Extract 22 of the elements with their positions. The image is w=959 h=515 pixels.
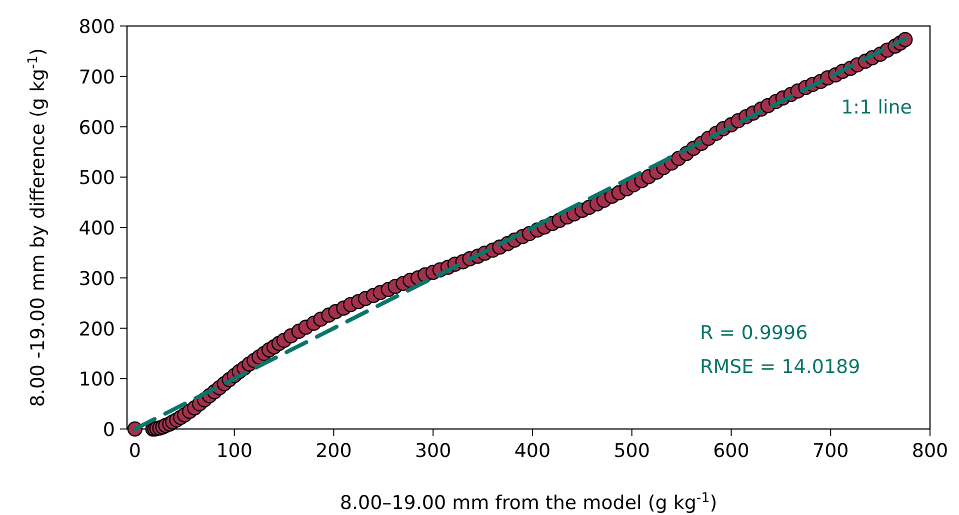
y-tick-label: 500 xyxy=(78,167,115,190)
y-tick-label: 100 xyxy=(78,368,115,391)
y-tick-label: 600 xyxy=(78,116,115,139)
x-tick-label: 300 xyxy=(414,440,452,462)
x-tick-label: 700 xyxy=(812,440,849,462)
y-tick-label: 0 xyxy=(102,419,115,441)
y-tick-label: 800 xyxy=(78,16,115,38)
annotation: RMSE = 14.0189 xyxy=(700,356,860,378)
y-tick-label: 700 xyxy=(78,66,115,88)
x-tick-label: 0 xyxy=(128,440,141,462)
x-tick-label: 200 xyxy=(316,440,352,462)
x-tick-label: 600 xyxy=(713,440,750,462)
y-tick-label: 300 xyxy=(78,268,115,290)
annotation: R = 0.9996 xyxy=(700,322,808,344)
x-tick-label: 800 xyxy=(912,440,948,462)
x-tick-label: 100 xyxy=(216,440,252,462)
y-tick-label: 200 xyxy=(78,318,115,340)
y-tick-label: 400 xyxy=(78,218,115,240)
x-tick-label: 500 xyxy=(614,440,650,462)
x-axis-title: 8.00–19.00 mm from the model (g kg$^{-1}$) xyxy=(340,490,718,514)
series-label: 1:1 line xyxy=(841,96,912,119)
x-tick-label: 400 xyxy=(514,440,551,462)
